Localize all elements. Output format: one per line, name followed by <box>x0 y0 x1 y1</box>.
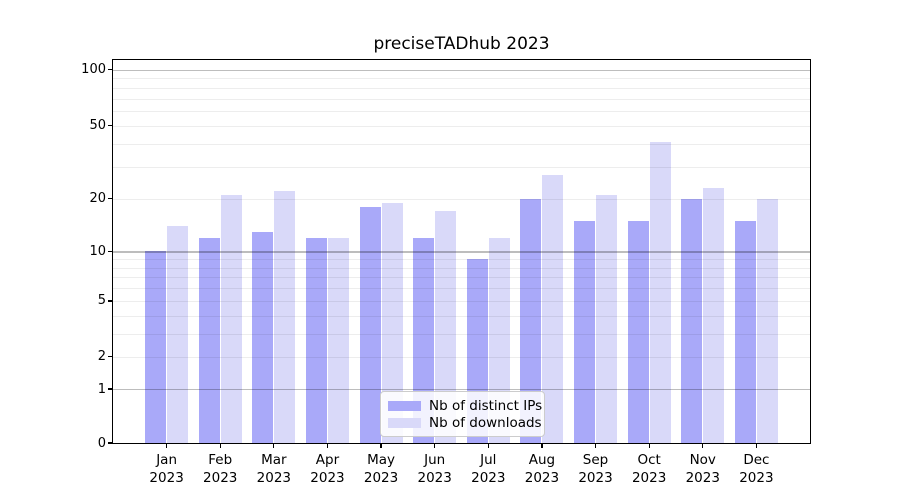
x-tick-mark <box>434 443 436 448</box>
x-tick-label: Jul 2023 <box>458 452 518 487</box>
x-tick-year: 2023 <box>149 469 184 486</box>
x-tick-year: 2023 <box>578 469 613 486</box>
y-tick-mark <box>108 197 113 200</box>
legend: Nb of distinct IPs Nb of downloads <box>380 391 545 437</box>
x-tick-mark <box>594 443 597 448</box>
bar-nb-of-downloads-may <box>381 202 403 443</box>
bar-nb-of-distinct-ips-aug <box>520 198 542 443</box>
x-tick-label: Mar 2023 <box>244 452 304 487</box>
x-tick-mark <box>326 443 329 448</box>
bar-nb-of-distinct-ips-dec <box>734 220 756 443</box>
y-tick-label: 1 <box>97 381 106 397</box>
legend-entry: Nb of distinct IPs <box>387 398 542 414</box>
y-tick-mark <box>108 250 113 253</box>
x-tick-mark <box>273 443 275 448</box>
x-tick-label: May 2023 <box>351 452 411 487</box>
bar-nb-of-downloads-nov <box>703 187 725 443</box>
x-tick-label: Jan 2023 <box>137 452 197 487</box>
y-tick-label: 20 <box>89 191 106 207</box>
bar-nb-of-downloads-sep <box>596 194 618 443</box>
bar-nb-of-downloads-feb <box>220 194 242 443</box>
bar-nb-of-distinct-ips-apr <box>305 237 327 443</box>
x-tick-year: 2023 <box>256 469 292 486</box>
bar-nb-of-downloads-mar <box>274 191 296 443</box>
x-tick-year: 2023 <box>524 469 560 486</box>
bar-nb-of-distinct-ips-nov <box>681 198 703 443</box>
x-tick-mark <box>702 443 704 448</box>
gridline-minor <box>113 125 810 127</box>
y-tick-mark <box>108 125 113 127</box>
y-tick-label: 0 <box>97 435 106 451</box>
bar-nb-of-distinct-ips-mar <box>252 231 274 443</box>
bar-nb-of-distinct-ips-jan <box>145 251 167 443</box>
x-tick-label: Jun 2023 <box>405 452 465 487</box>
bar-nb-of-downloads-dec <box>756 198 778 443</box>
x-tick-label: Sep 2023 <box>566 452 626 487</box>
x-tick-mark <box>487 443 489 448</box>
y-tick-label: 100 <box>81 62 106 78</box>
x-tick-year: 2023 <box>363 469 399 486</box>
gridline-minor <box>113 78 810 80</box>
x-tick-mark <box>165 443 168 448</box>
x-tick-mark <box>380 443 382 448</box>
y-tick-mark <box>108 388 113 390</box>
gridline-major <box>113 69 810 71</box>
y-tick-mark <box>108 442 113 444</box>
gridline-minor <box>113 87 810 89</box>
bar-nb-of-downloads-oct <box>649 141 671 443</box>
x-tick-label: Aug 2023 <box>512 452 572 487</box>
bar-nb-of-distinct-ips-oct <box>627 220 649 443</box>
x-tick-label: Nov 2023 <box>673 452 733 487</box>
y-tick-label: 10 <box>89 243 106 259</box>
y-tick-mark <box>108 300 113 302</box>
bar-nb-of-downloads-jun <box>435 211 457 443</box>
bar-nb-of-downloads-aug <box>542 174 564 443</box>
x-tick-year: 2023 <box>417 469 452 486</box>
x-tick-year: 2023 <box>631 469 667 486</box>
legend-entry: Nb of downloads <box>387 415 542 431</box>
x-tick-year: 2023 <box>471 469 506 486</box>
y-tick-mark <box>108 356 113 358</box>
x-tick-year: 2023 <box>739 469 774 486</box>
gridline-minor <box>113 98 810 100</box>
legend-swatch-icon <box>388 417 421 428</box>
bar-nb-of-downloads-apr <box>327 237 349 443</box>
chart-title: preciseTADhub 2023 <box>373 34 550 54</box>
y-tick-label: 2 <box>97 349 106 365</box>
x-tick-year: 2023 <box>685 469 720 486</box>
bar-nb-of-distinct-ips-sep <box>574 220 596 443</box>
legend-swatch-icon <box>388 400 421 411</box>
x-tick-mark <box>755 443 758 448</box>
bar-nb-of-distinct-ips-feb <box>198 237 220 443</box>
gridline-minor <box>113 143 810 145</box>
x-tick-label: Apr 2023 <box>297 452 357 487</box>
x-tick-mark <box>648 443 650 448</box>
y-tick-mark <box>108 69 113 71</box>
legend-label: Nb of downloads <box>429 414 542 431</box>
x-tick-mark <box>219 443 221 448</box>
y-tick-label: 50 <box>89 118 106 134</box>
x-tick-year: 2023 <box>310 469 345 486</box>
x-tick-year: 2023 <box>203 469 238 486</box>
y-tick-label: 5 <box>97 293 106 309</box>
x-tick-label: Oct 2023 <box>619 452 679 487</box>
legend-label: Nb of distinct IPs <box>429 397 543 414</box>
x-tick-mark <box>541 443 543 448</box>
x-tick-label: Feb 2023 <box>190 452 250 487</box>
gridline-minor <box>113 111 810 113</box>
bar-nb-of-downloads-jan <box>167 226 189 443</box>
x-tick-label: Dec 2023 <box>726 452 786 487</box>
bar-nb-of-distinct-ips-may <box>359 206 381 443</box>
gridline-minor <box>113 166 810 168</box>
